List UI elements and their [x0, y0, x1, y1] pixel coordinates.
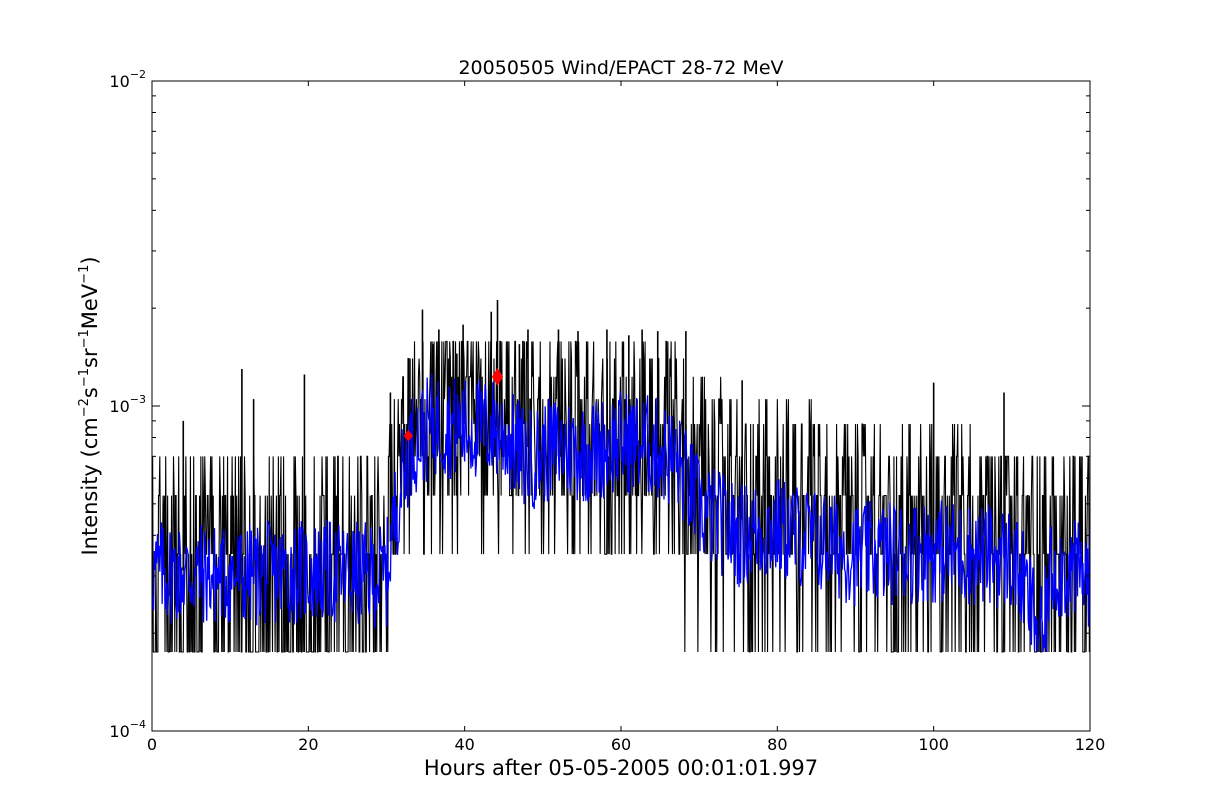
y-tick-label: 10−3 — [109, 393, 146, 416]
plot-area — [152, 299, 1090, 653]
y-tick-label: 10−2 — [109, 68, 146, 91]
axis-ticks: 0 20 40 60 80 100 120 10−4 10−3 10−2 — [109, 68, 1105, 754]
y-axis-label: Intensity (cm−2s−1sr−1MeV−1) — [77, 256, 102, 555]
event-marker — [403, 429, 414, 442]
event-marker — [491, 367, 504, 386]
x-tick-label: 120 — [1075, 735, 1106, 754]
x-tick-label: 80 — [767, 735, 787, 754]
smoothed-intensity-series — [152, 373, 1090, 653]
x-tick-label: 60 — [611, 735, 631, 754]
x-tick-label: 40 — [454, 735, 474, 754]
x-axis-label: Hours after 05-05-2005 00:01:01.997 — [424, 756, 818, 780]
chart-title: 20050505 Wind/EPACT 28-72 MeV — [458, 57, 783, 79]
raw-intensity-series — [152, 340, 1090, 653]
x-tick-label: 0 — [147, 735, 157, 754]
x-tick-label: 100 — [918, 735, 949, 754]
y-tick-label: 10−4 — [109, 718, 146, 741]
x-tick-label: 20 — [298, 735, 318, 754]
